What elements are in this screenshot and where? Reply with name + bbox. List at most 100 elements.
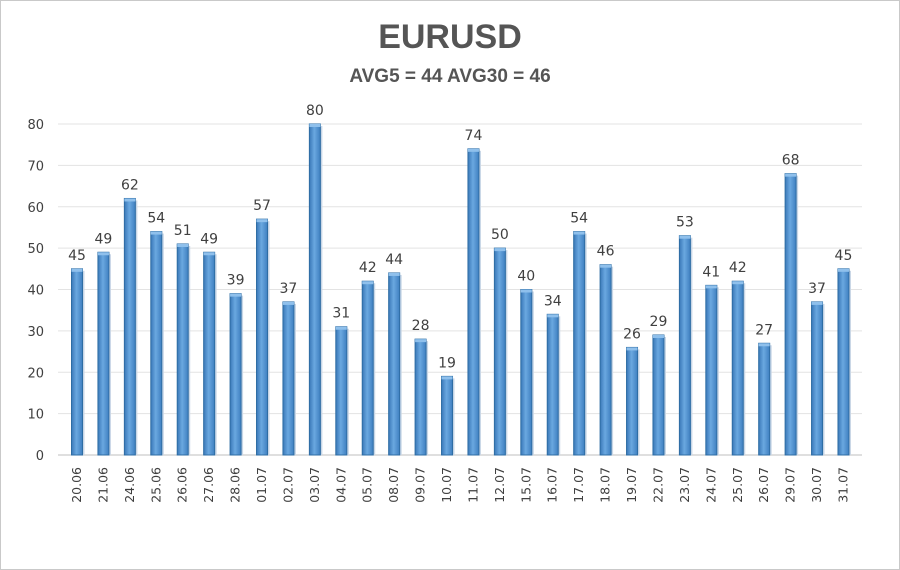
x-tick-label: 26.06 bbox=[175, 467, 190, 503]
data-label: 68 bbox=[782, 153, 800, 169]
bar-22.07 bbox=[652, 334, 665, 456]
bar-24.06 bbox=[123, 197, 136, 456]
bar-03.07 bbox=[308, 123, 321, 456]
bar-19.07 bbox=[626, 346, 639, 456]
x-tick-label: 01.07 bbox=[254, 467, 269, 503]
bar-28.06 bbox=[229, 293, 242, 456]
x-tick-label: 25.06 bbox=[148, 467, 163, 503]
bar-10.07 bbox=[441, 375, 454, 456]
y-tick-label: 0 bbox=[36, 449, 44, 464]
bar-top bbox=[388, 272, 400, 276]
x-tick-label: 19.07 bbox=[624, 467, 639, 503]
bar-top bbox=[309, 124, 321, 127]
bar-top bbox=[71, 268, 83, 272]
bar-top bbox=[494, 248, 506, 252]
x-tick-label: 24.06 bbox=[122, 467, 137, 503]
bar-16.07 bbox=[546, 313, 559, 456]
bar-top bbox=[441, 376, 453, 380]
bar-top bbox=[732, 281, 744, 285]
x-tick-label: 09.07 bbox=[413, 467, 428, 503]
data-label: 54 bbox=[570, 211, 588, 227]
bar-top bbox=[230, 293, 242, 297]
data-label: 19 bbox=[438, 355, 456, 371]
bar-12.07 bbox=[493, 247, 506, 456]
data-label: 42 bbox=[729, 260, 747, 276]
y-tick-label: 40 bbox=[27, 284, 44, 299]
bar-top bbox=[256, 219, 268, 223]
bar-04.07 bbox=[335, 326, 348, 456]
bar-top bbox=[362, 281, 374, 285]
x-tick-label: 10.07 bbox=[439, 467, 454, 503]
data-label: 42 bbox=[359, 260, 377, 276]
x-tick-label: 15.07 bbox=[518, 467, 533, 503]
x-tick-label: 26.07 bbox=[756, 467, 771, 503]
data-label: 80 bbox=[306, 103, 324, 119]
data-label: 34 bbox=[544, 293, 562, 309]
data-label: 49 bbox=[200, 231, 218, 247]
chart-subtitle: AVG5 = 44 AVG30 = 46 bbox=[349, 66, 551, 87]
data-label: 44 bbox=[385, 252, 403, 268]
bar-top bbox=[415, 339, 427, 343]
data-label: 29 bbox=[650, 314, 668, 330]
y-tick-label: 10 bbox=[27, 408, 44, 423]
data-label: 28 bbox=[412, 318, 430, 334]
x-tick-label: 21.06 bbox=[95, 467, 110, 503]
data-label: 50 bbox=[491, 227, 509, 243]
data-label: 40 bbox=[517, 269, 535, 285]
data-label: 57 bbox=[253, 198, 271, 214]
bar-15.07 bbox=[520, 289, 533, 456]
x-tick-label: 18.07 bbox=[598, 467, 613, 503]
y-axis: 0 10 20 30 40 50 60 70 80 bbox=[27, 118, 44, 464]
data-label: 39 bbox=[227, 273, 245, 289]
bar-25.06 bbox=[150, 231, 163, 456]
x-tick-label: 04.07 bbox=[333, 467, 348, 503]
data-labels: 45 49 62 54 51 49 39 57 37 80 31 42 44 28 19 74 50 40 34 54… bbox=[68, 103, 852, 371]
data-label: 46 bbox=[597, 244, 615, 260]
x-tick-label: 16.07 bbox=[545, 467, 560, 503]
x-tick-label: 22.07 bbox=[650, 467, 665, 503]
x-tick-label: 30.07 bbox=[809, 467, 824, 503]
y-tick-label: 50 bbox=[27, 242, 44, 257]
bar-top bbox=[837, 268, 849, 272]
bar-26.06 bbox=[176, 243, 189, 456]
x-tick-label: 25.07 bbox=[730, 467, 745, 503]
data-label: 45 bbox=[68, 248, 86, 264]
x-tick-label: 23.07 bbox=[677, 467, 692, 503]
y-tick-label: 60 bbox=[27, 201, 44, 216]
gridlines bbox=[58, 123, 862, 456]
x-tick-label: 11.07 bbox=[465, 467, 480, 503]
data-label: 37 bbox=[808, 281, 826, 297]
bar-top bbox=[679, 235, 691, 239]
bar-top bbox=[97, 252, 109, 256]
bar-top bbox=[573, 231, 585, 235]
bar-top bbox=[150, 231, 162, 235]
bar-18.07 bbox=[599, 264, 612, 456]
data-label: 51 bbox=[174, 223, 192, 239]
bar-23.07 bbox=[678, 235, 691, 456]
bar-top bbox=[520, 289, 532, 293]
bar-top bbox=[626, 347, 638, 351]
bar-26.07 bbox=[758, 342, 771, 456]
x-tick-label: 24.07 bbox=[703, 467, 718, 503]
bar-01.07 bbox=[256, 218, 269, 456]
data-label: 26 bbox=[623, 326, 641, 342]
bar-05.07 bbox=[361, 280, 374, 456]
bar-top bbox=[600, 264, 612, 268]
data-label: 31 bbox=[332, 306, 350, 322]
bar-24.07 bbox=[705, 284, 718, 456]
x-tick-label: 03.07 bbox=[307, 467, 322, 503]
bar-top bbox=[758, 343, 770, 347]
data-label: 53 bbox=[676, 215, 694, 231]
data-label: 54 bbox=[147, 211, 165, 227]
bar-08.07 bbox=[388, 272, 401, 456]
bar-27.06 bbox=[203, 251, 216, 456]
chart-title: EURUSD bbox=[378, 18, 522, 56]
bar-top bbox=[811, 301, 823, 305]
x-tick-label: 31.07 bbox=[835, 467, 850, 503]
data-label: 49 bbox=[95, 231, 113, 247]
x-tick-label: 20.06 bbox=[69, 467, 84, 503]
bar-20.06 bbox=[71, 268, 83, 456]
bar-top bbox=[282, 301, 294, 305]
